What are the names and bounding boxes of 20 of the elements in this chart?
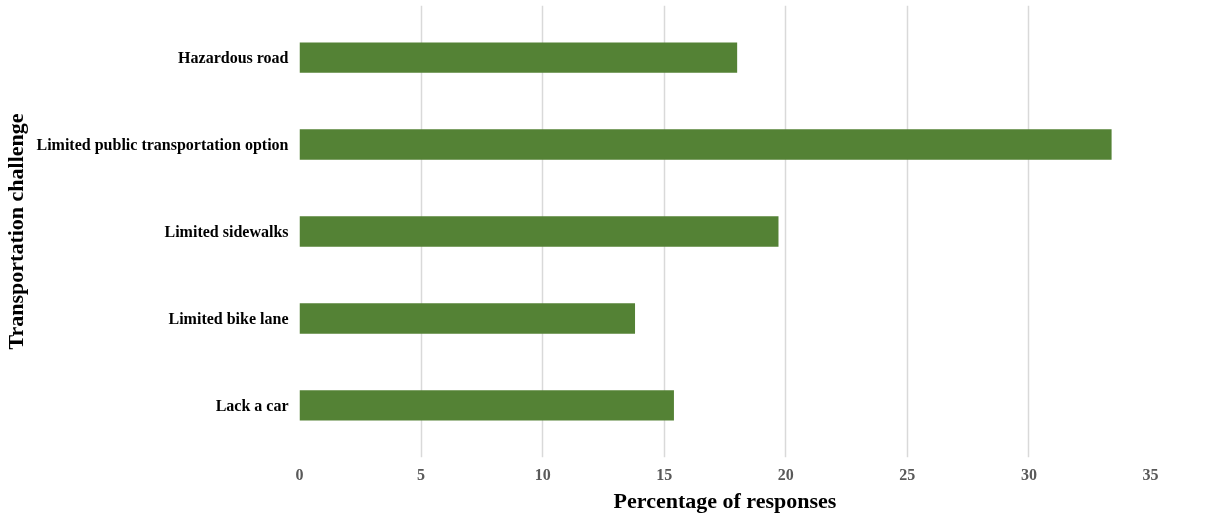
x-tick-label: 20 [777, 465, 794, 483]
x-tick-label: 30 [1020, 465, 1037, 483]
y-tick-label: Hazardous road [178, 49, 289, 67]
y-tick-label: Lack a car [215, 396, 289, 414]
y-axis-title: Transportation challenge [3, 113, 29, 350]
y-tick-label: Limited bike lane [168, 309, 289, 327]
bar [299, 216, 779, 247]
bar [299, 129, 1112, 160]
y-tick-label: Limited public transportation option [36, 136, 289, 155]
x-tick-label: 15 [656, 465, 673, 483]
x-tick-label: 35 [1142, 465, 1159, 483]
bar [299, 42, 738, 73]
x-tick-label: 25 [899, 465, 916, 483]
x-tick-label: 5 [417, 465, 426, 483]
x-axis-title: Percentage of responses [613, 487, 837, 513]
bar [299, 303, 636, 334]
y-tick-label: Limited sidewalks [164, 223, 289, 240]
x-tick-label: 0 [295, 465, 304, 483]
bar [299, 390, 674, 421]
x-tick-label: 10 [534, 465, 551, 483]
